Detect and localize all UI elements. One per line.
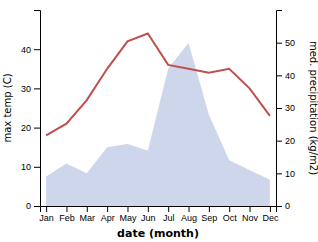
tick: Jun xyxy=(141,206,156,223)
tick: 20 xyxy=(21,123,40,133)
tick: Oct xyxy=(223,206,238,223)
y2-axis: 0 10 20 30 40 50 xyxy=(276,11,295,212)
tick: Aug xyxy=(181,206,197,223)
tick-mark xyxy=(250,206,251,212)
tick-label: 50 xyxy=(285,38,295,48)
area xyxy=(46,43,270,206)
tick-label: Dec xyxy=(262,213,279,223)
tick: May xyxy=(119,206,137,223)
chart: Jan Feb Mar Apr May Jun Jul Aug Sep Oct NovDec 0 10 2… xyxy=(0,0,318,242)
tick: 40 xyxy=(21,45,40,55)
tick-mark xyxy=(276,43,282,44)
tick-mark xyxy=(46,206,47,212)
tick-label: Jun xyxy=(141,213,156,223)
tick-mark xyxy=(270,206,271,212)
tick-mark xyxy=(276,75,282,76)
tick: Apr xyxy=(101,206,115,223)
tick: 0 xyxy=(26,201,40,211)
tick-mark xyxy=(87,206,88,212)
axis-line xyxy=(41,207,277,213)
tick-label: Jul xyxy=(163,213,175,223)
tick-label: Feb xyxy=(59,213,75,223)
y-axis-title: max temp (C) xyxy=(2,73,13,142)
line xyxy=(46,34,270,136)
tick: 20 xyxy=(276,136,295,146)
tick-label: 20 xyxy=(285,136,295,146)
tick-mark xyxy=(229,206,230,212)
tick-mark xyxy=(276,173,282,174)
tick: 40 xyxy=(276,71,295,81)
tick: Jul xyxy=(163,206,175,223)
tick-mark xyxy=(276,206,282,207)
tick-label: 10 xyxy=(21,162,31,172)
tick-label: 40 xyxy=(285,71,295,81)
plot: Jan Feb Mar Apr May Jun Jul Aug Sep Oct NovDec 0 10 2… xyxy=(21,11,295,224)
tick-label: Oct xyxy=(223,213,238,223)
tick: Dec xyxy=(262,206,279,223)
tick: Sep xyxy=(201,206,217,223)
tick-mark xyxy=(34,206,40,207)
tick-label: Sep xyxy=(201,213,217,223)
tick: Nov xyxy=(242,206,259,223)
y2-axis-title: med. precipitation (kg/m2) xyxy=(308,41,318,175)
tick-label: 20 xyxy=(21,123,31,133)
tick-mark xyxy=(34,167,40,168)
tick-mark xyxy=(168,206,169,212)
tick: 10 xyxy=(21,162,40,172)
tick: Mar xyxy=(80,206,96,223)
tick-label: 30 xyxy=(21,84,31,94)
tick-mark xyxy=(66,206,67,212)
tick-label: Mar xyxy=(80,213,96,223)
x-axis-title: date (month) xyxy=(117,227,199,240)
tick-mark xyxy=(189,206,190,212)
tick: 10 xyxy=(276,169,295,179)
tick-label: 40 xyxy=(21,45,31,55)
tick: Jan xyxy=(39,206,54,223)
marks xyxy=(46,34,270,206)
tick: 0 xyxy=(276,201,290,211)
tick-label: 0 xyxy=(26,201,31,211)
tick-label: Jan xyxy=(39,213,54,223)
tick-mark xyxy=(107,206,108,212)
tick: 50 xyxy=(276,38,295,48)
tick-label: Apr xyxy=(101,213,115,223)
tick-label: 30 xyxy=(285,103,295,113)
tick-label: 10 xyxy=(285,169,295,179)
tick-mark xyxy=(209,206,210,212)
tick-mark xyxy=(34,128,40,129)
tick-mark xyxy=(34,88,40,89)
tick-mark xyxy=(148,206,149,212)
tick: 30 xyxy=(21,84,40,94)
tick-mark xyxy=(276,108,282,109)
x-axis: Jan Feb Mar Apr May Jun Jul Aug Sep Oct NovDec xyxy=(39,206,279,223)
tick-mark xyxy=(34,49,40,50)
axis-line xyxy=(34,11,41,207)
tick-mark xyxy=(127,206,128,212)
tick: Feb xyxy=(59,206,75,223)
tick-mark xyxy=(276,141,282,142)
tick-label: 0 xyxy=(285,201,290,211)
axis-line xyxy=(277,11,283,207)
tick-label: Nov xyxy=(242,213,259,223)
y-axis: 0 10 20 30 40 xyxy=(21,11,41,212)
tick-label: Aug xyxy=(181,213,197,223)
tick-label: May xyxy=(119,213,137,223)
tick: 30 xyxy=(276,103,295,113)
